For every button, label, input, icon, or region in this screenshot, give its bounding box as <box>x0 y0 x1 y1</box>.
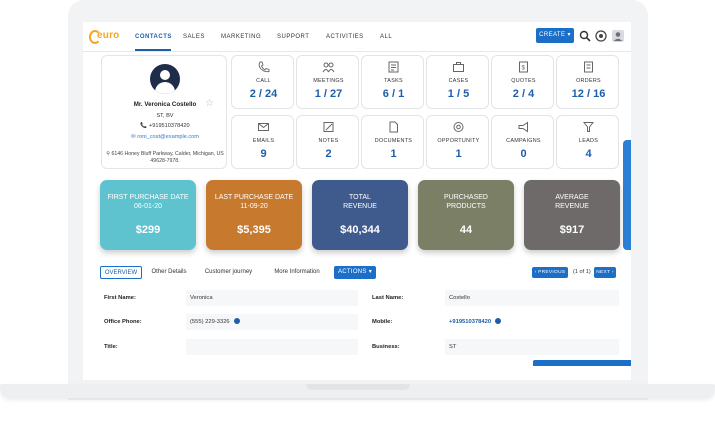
kpi-total-revenue: TOTAL REVENUE $40,344 <box>312 180 408 250</box>
brand-logo[interactable]: euro <box>89 28 121 46</box>
location-pin-icon: ⚲ <box>106 151 111 157</box>
tile-emails[interactable]: EMAILS 9 <box>231 115 294 169</box>
tile-documents[interactable]: DOCUMENTS 1 <box>361 115 424 169</box>
next-button[interactable]: NEXT › <box>594 267 616 278</box>
orders-icon <box>584 61 593 73</box>
call-phone-icon[interactable] <box>233 318 240 324</box>
mobile-field[interactable]: +919510378420 <box>445 314 619 330</box>
office-phone-field[interactable]: (555) 229-3326 <box>186 314 358 330</box>
crm-screen: euro CONTACTS SALES MARKETING SUPPORT AC… <box>83 22 631 380</box>
nav-activities[interactable]: ACTIVITIES <box>326 34 364 40</box>
tile-tasks[interactable]: TASKS 6 / 1 <box>361 55 424 109</box>
opportunity-icon <box>453 122 464 132</box>
quotes-icon: $ <box>519 61 528 73</box>
kpi-average-revenue: AVERAGE REVENUE $917 <box>524 180 620 250</box>
notes-icon <box>323 122 334 132</box>
tile-cases[interactable]: CASES 1 / 5 <box>426 55 489 109</box>
office-phone-label: Office Phone: <box>104 319 142 325</box>
overview-form: First Name: Veronica Last Name: Costello… <box>100 288 623 380</box>
pager-info: (1 of 1) <box>573 269 591 275</box>
phone-icon <box>258 61 270 73</box>
tile-orders[interactable]: ORDERS 12 / 16 <box>556 55 619 109</box>
bottom-action-bar <box>533 360 631 366</box>
email-icon <box>258 123 269 131</box>
activity-tiles: CALL 2 / 24 MEETINGS 1 / 27 TASKS 6 / 1 CAS… <box>231 55 623 169</box>
contact-location: ST, BV <box>156 113 174 119</box>
tab-customer-journey[interactable]: Customer journey <box>204 269 253 275</box>
svg-text:$: $ <box>522 66 526 72</box>
title-label: Title: <box>104 344 118 350</box>
tile-notes[interactable]: NOTES 2 <box>296 115 359 169</box>
laptop-notch <box>306 384 410 390</box>
contact-profile-card: ☆ Mr. Veronica Costello ST, BV 📞 +919510… <box>101 55 227 169</box>
user-menu-icon[interactable] <box>612 30 624 42</box>
nav-marketing[interactable]: MARKETING <box>221 34 262 40</box>
laptop-base <box>0 384 715 398</box>
side-drawer-tab[interactable] <box>623 140 631 250</box>
mobile-label: Mobile: <box>372 319 393 325</box>
tasks-icon <box>388 61 399 73</box>
tile-quotes[interactable]: $ QUOTES 2 / 4 <box>491 55 554 109</box>
documents-icon <box>389 121 398 133</box>
favorite-star-icon[interactable]: ☆ <box>205 98 214 109</box>
contact-phone: 📞 +919510378420 <box>140 123 190 129</box>
avatar <box>150 64 180 94</box>
nav-contacts[interactable]: CONTACTS <box>135 34 172 40</box>
search-icon[interactable] <box>579 30 591 42</box>
nav-support[interactable]: SUPPORT <box>277 34 310 40</box>
campaigns-icon <box>518 121 528 133</box>
tile-meetings[interactable]: MEETINGS 1 / 27 <box>296 55 359 109</box>
nav-sales[interactable]: SALES <box>183 34 205 40</box>
tile-leads[interactable]: LEADS 4 <box>556 115 619 169</box>
kpi-purchased-products: PURCHASED PRODUCTS 44 <box>418 180 514 250</box>
business-label: Business: <box>372 344 400 350</box>
nav-all[interactable]: ALL <box>380 34 393 40</box>
kpi-last-purchase: LAST PURCHASE DATE 11-09-20 $5,395 <box>206 180 302 250</box>
business-field[interactable]: ST <box>445 339 619 355</box>
first-name-label: First Name: <box>104 295 136 301</box>
tab-other-details[interactable]: Other Details <box>151 269 187 275</box>
create-button[interactable]: CREATE ▾ <box>536 28 574 43</box>
leads-icon <box>582 122 595 132</box>
tile-campaigns[interactable]: CAMPAIGNS 0 <box>491 115 554 169</box>
kpi-first-purchase: FIRST PURCHASE DATE 06-01-20 $299 <box>100 180 196 250</box>
first-name-field[interactable]: Veronica <box>186 290 358 306</box>
contact-email[interactable]: ✉ roni_cost@example.com <box>131 134 199 140</box>
tile-call[interactable]: CALL 2 / 24 <box>231 55 294 109</box>
tab-overview[interactable]: OVERVIEW <box>100 266 142 279</box>
top-navbar: euro CONTACTS SALES MARKETING SUPPORT AC… <box>83 22 631 52</box>
detail-tabs: OVERVIEW Other Details Customer journey … <box>100 266 620 280</box>
last-name-field[interactable]: Costello <box>445 290 619 306</box>
contact-address: ⚲ 6146 Honey Bluff Parkway, Calder, Mich… <box>106 151 224 164</box>
tab-more-information[interactable]: More Information <box>274 269 320 275</box>
meetings-icon <box>322 62 335 73</box>
last-name-label: Last Name: <box>372 295 404 301</box>
contact-name: Mr. Veronica Costello <box>133 101 197 108</box>
title-field[interactable] <box>186 339 358 355</box>
help-icon[interactable] <box>595 30 607 42</box>
previous-button[interactable]: ‹ PREVIOUS <box>532 267 568 278</box>
actions-button[interactable]: ACTIONS ▾ <box>334 266 376 279</box>
call-mobile-icon[interactable] <box>495 318 502 324</box>
nav-active-indicator <box>135 49 171 51</box>
cases-icon <box>453 62 464 72</box>
tile-opportunity[interactable]: OPPORTUNITY 1 <box>426 115 489 169</box>
